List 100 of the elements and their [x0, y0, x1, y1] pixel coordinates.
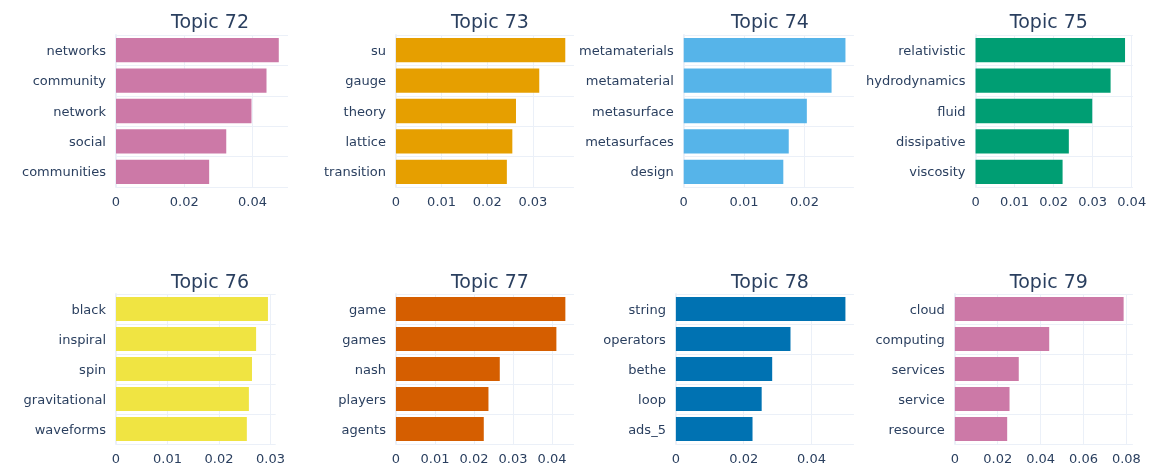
y-tick-label: waveforms — [34, 421, 107, 437]
y-tick-label: lattice — [345, 133, 386, 149]
x-tick-label: 0 — [971, 194, 980, 209]
x-tick-label: 0.02 — [983, 451, 1013, 465]
x-tick-label: 0.01 — [420, 451, 450, 465]
chart-title: Topic 73 — [449, 9, 529, 32]
bar — [395, 129, 513, 154]
y-tick-label: agents — [341, 421, 386, 437]
bar — [116, 327, 257, 351]
bar — [975, 129, 1070, 154]
bar — [675, 297, 845, 321]
bar — [116, 98, 252, 124]
bar — [683, 68, 832, 93]
x-tick-label: 0.08 — [1112, 451, 1142, 465]
x-tick-label: 0 — [391, 451, 400, 465]
bar — [675, 387, 762, 411]
x-tick-label: 0.01 — [426, 194, 456, 209]
y-tick-label: social — [68, 133, 106, 149]
y-tick-label: string — [628, 301, 666, 317]
x-tick-label: 0.02 — [1039, 194, 1069, 209]
bar — [975, 159, 1063, 184]
x-tick-label: 0.01 — [153, 451, 182, 465]
y-tick-label: gravitational — [23, 391, 106, 407]
bar — [395, 38, 566, 63]
y-tick-label: computing — [875, 331, 946, 347]
x-tick-label: 0.02 — [204, 451, 234, 465]
x-tick-label: 0.01 — [1000, 194, 1030, 209]
y-tick-label: ads_5 — [627, 421, 666, 437]
y-tick-label: network — [53, 103, 107, 119]
y-tick-label: communities — [22, 164, 107, 180]
y-tick-label: dissipative — [896, 133, 966, 149]
bar — [955, 417, 1008, 441]
x-tick-label: 0 — [391, 194, 400, 209]
y-tick-label: theory — [343, 103, 386, 119]
x-tick-label: 0.02 — [459, 451, 489, 465]
x-tick-label: 0.06 — [1069, 451, 1099, 465]
x-tick-label: 0.01 — [729, 194, 759, 209]
bar — [955, 327, 1050, 351]
y-tick-label: cloud — [909, 301, 946, 317]
x-tick-label: 0.04 — [238, 194, 267, 209]
y-tick-label: community — [32, 73, 107, 89]
y-tick-label: relativistic — [898, 42, 966, 58]
y-tick-label: metasurface — [591, 103, 674, 119]
y-tick-label: inspiral — [58, 331, 106, 347]
x-tick-label: 0.03 — [256, 451, 285, 465]
y-tick-label: resource — [888, 421, 946, 437]
bar — [116, 417, 247, 441]
y-tick-label: nash — [354, 361, 386, 377]
x-tick-label: 0 — [671, 451, 680, 465]
bar — [955, 387, 1010, 411]
y-tick-label: loop — [637, 391, 666, 407]
bar — [395, 387, 489, 411]
bar — [116, 159, 210, 184]
bar — [955, 297, 1124, 321]
y-tick-label: fluid — [937, 103, 966, 119]
bar — [395, 297, 566, 321]
x-tick-label: 0.02 — [789, 194, 819, 209]
bar — [395, 159, 507, 184]
x-tick-label: 0 — [111, 451, 121, 465]
x-tick-label: 0.04 — [1026, 451, 1056, 465]
y-tick-label: game — [348, 301, 386, 317]
bar — [116, 357, 252, 381]
bar — [116, 129, 227, 154]
x-tick-label: 0 — [679, 194, 688, 209]
y-tick-label: bethe — [627, 361, 666, 377]
x-tick-label: 0.04 — [796, 451, 826, 465]
bar — [395, 357, 500, 381]
bar — [395, 327, 557, 351]
bar — [395, 417, 484, 441]
bar — [975, 98, 1093, 124]
y-tick-label: gauge — [344, 73, 386, 89]
x-tick-label: 0.04 — [537, 451, 567, 465]
y-tick-label: networks — [46, 42, 107, 58]
y-tick-label: games — [342, 331, 386, 347]
bar — [955, 357, 1020, 381]
bar — [116, 38, 279, 63]
x-tick-label: 0.03 — [498, 451, 528, 465]
y-tick-label: hydrodynamics — [866, 73, 967, 89]
bar — [683, 129, 789, 154]
y-tick-label: service — [898, 391, 946, 407]
y-tick-label: metasurfaces — [584, 133, 674, 149]
x-tick-label: 0.02 — [728, 451, 758, 465]
chart-title: Topic 79 — [1009, 269, 1089, 292]
y-tick-label: metamaterial — [585, 73, 674, 89]
y-tick-label: black — [71, 301, 107, 317]
y-tick-label: transition — [323, 164, 386, 180]
chart-title: Topic 72 — [169, 9, 250, 32]
x-tick-label: 0.02 — [472, 194, 502, 209]
y-tick-label: spin — [79, 361, 106, 377]
x-tick-label: 0.02 — [169, 194, 199, 209]
chart-title: Topic 74 — [729, 9, 809, 32]
chart-title: Topic 75 — [1009, 9, 1089, 32]
bar — [675, 357, 772, 381]
y-tick-label: services — [891, 361, 946, 377]
y-tick-label: su — [370, 42, 386, 58]
chart-title: Topic 78 — [729, 269, 809, 292]
bar — [683, 159, 783, 184]
chart-title: Topic 77 — [449, 269, 529, 292]
bar — [116, 297, 268, 321]
x-tick-label: 0.03 — [518, 194, 548, 209]
